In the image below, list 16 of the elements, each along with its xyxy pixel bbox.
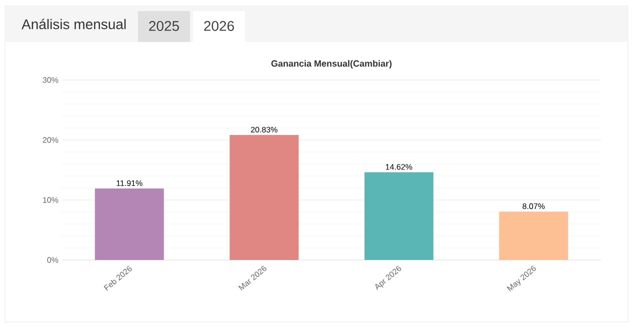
y-tick-label: 0%: [47, 257, 58, 263]
data-label: 14.62%: [386, 164, 412, 170]
y-tick-label: 30%: [42, 77, 58, 83]
bar: [230, 135, 299, 260]
data-label: 20.83%: [250, 126, 278, 132]
data-label: 11.91%: [116, 180, 142, 186]
bar: [364, 172, 434, 260]
y-tick-label: 10%: [43, 197, 58, 203]
text: Análisis mensual: [22, 18, 126, 30]
text: 2025: [149, 21, 179, 31]
chart-title: Ganancia Mensual(Cambiar): [271, 60, 392, 68]
text: 2026: [204, 21, 234, 31]
bar: [94, 188, 164, 260]
bar: [499, 212, 568, 260]
data-label: 8.07%: [522, 203, 545, 210]
y-tick-label: 20%: [42, 137, 58, 143]
